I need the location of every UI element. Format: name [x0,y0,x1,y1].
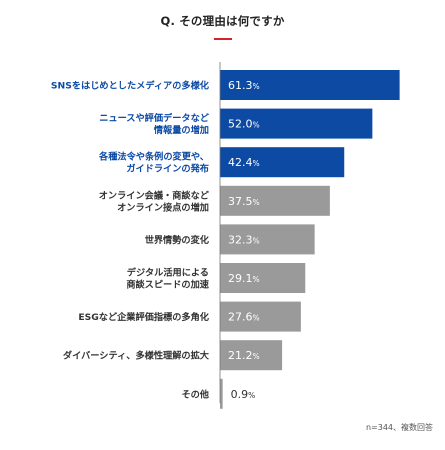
value-unit: % [253,352,260,361]
value-unit: % [253,121,260,130]
value-unit: % [253,314,260,323]
bar [220,263,306,293]
value-label: 42.4% [228,156,260,169]
value-label: 61.3% [228,79,260,92]
bar [220,185,330,216]
category-label: ESGなど企業評価指標の多角化 [78,311,209,323]
bar [220,224,315,255]
bar [220,378,223,409]
value-label: 32.3% [228,233,260,246]
value-unit: % [253,198,260,207]
category-label: デジタル活用による [127,267,209,279]
value-unit: % [253,275,260,284]
bar [220,301,301,332]
value-unit: % [253,236,260,245]
category-label: ニュースや評価データなど [99,112,210,124]
bar-row: 世界情勢の変化 32.3% [145,224,315,255]
category-label: ダイバーシティ、多様性理解の拡大 [63,350,210,362]
bar-row: その他 0.9% [181,378,256,409]
value-label: 0.9% [231,388,256,401]
bar-row: SNSをはじめとしたメディアの多様化 61.3% [51,70,400,100]
bar-row: 各種法令や条例の変更や、ガイドラインの発布 42.4% [98,147,345,178]
category-label: 商談スピードの加速 [126,279,209,291]
value-label: 29.1% [228,272,260,285]
sample-note: n=344、複数回答 [365,423,433,432]
category-label: オンライン会議・商談など [99,189,210,201]
bar [220,108,373,139]
bar [220,340,283,371]
category-label: 各種法令や条例の変更や、 [98,151,209,163]
bar [220,70,400,100]
bar-row: ダイバーシティ、多様性理解の拡大 21.2% [63,340,283,371]
category-label: 世界情勢の変化 [145,234,210,246]
category-label: オンライン接点の増加 [117,201,209,213]
chart-title: Q. その理由は何ですか [160,14,285,28]
value-label: 37.5% [228,195,260,208]
bar-row: ESGなど企業評価指標の多角化 27.6% [78,301,301,332]
value-unit: % [248,391,255,400]
category-label: ガイドラインの発布 [126,163,209,175]
category-label: 情報量の増加 [153,124,209,136]
bar [220,147,345,178]
value-unit: % [253,82,260,91]
category-label: その他 [181,388,209,400]
value-label: 52.0% [228,118,260,131]
value-label: 27.6% [228,311,260,324]
value-label: 21.2% [228,349,260,362]
value-unit: % [253,159,260,168]
category-label: SNSをはじめとしたメディアの多様化 [51,80,210,92]
title-accent-rule [214,38,232,40]
